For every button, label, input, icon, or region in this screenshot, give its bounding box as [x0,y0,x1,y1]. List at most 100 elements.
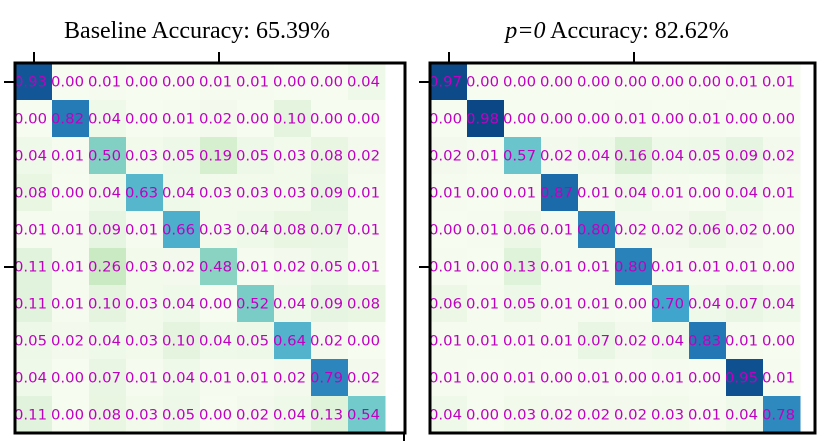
heatmap-cell [274,285,312,323]
heatmap-cell [348,63,386,101]
heatmap-cell-label: 0.02 [540,149,573,165]
heatmap-cell [52,174,90,212]
heatmap-cell-label: 0.04 [725,408,758,424]
heatmap-cell [89,359,127,397]
heatmap-cell-label: 0.08 [14,186,47,202]
heatmap-cell [52,137,90,175]
heatmap-cell [311,63,349,101]
heatmap-cell-label: 0.01 [125,223,158,239]
baseline-axes-frame [13,61,407,435]
heatmap-cell-label: 0.03 [125,408,158,424]
heatmap-cell-label: 0.03 [199,186,232,202]
heatmap-cell-label: 0.02 [577,408,610,424]
p0-title: p=0 Accuracy: 82.62% [503,18,728,44]
heatmap-cell-label: 0.00 [273,75,306,91]
heatmap-cell-label: 0.95 [725,371,758,387]
heatmap-cell [89,322,127,360]
heatmap-cell [504,322,542,360]
heatmap-cell-label: 0.00 [651,75,684,91]
heatmap-cell-label: 0.00 [429,223,462,239]
heatmap-cell-label: 0.01 [503,186,536,202]
heatmap-cell-label: 0.01 [14,223,47,239]
heatmap-cell [89,100,127,138]
heatmap-cell-label: 0.04 [162,186,195,202]
heatmap-cell-label: 0.00 [199,297,232,313]
heatmap-cell [467,174,505,212]
heatmap-cell-label: 0.00 [236,112,269,128]
heatmap-cell [311,248,349,286]
heatmap-cell [652,137,690,175]
heatmap-cell-label: 0.04 [162,371,195,387]
heatmap-cell [763,63,801,101]
heatmap-cell-label: 0.02 [429,149,462,165]
heatmap-cell-label: 0.02 [614,408,647,424]
heatmap-cell [763,174,801,212]
heatmap-cell-label: 0.01 [429,260,462,276]
heatmap-cell [126,322,164,360]
heatmap-cell-label: 0.00 [762,112,795,128]
heatmap-cell-label: 0.00 [762,223,795,239]
heatmap-cell [126,63,164,101]
heatmap-cell [163,285,201,323]
heatmap-cell-label: 0.00 [466,371,499,387]
heatmap-cell [430,211,468,249]
heatmap-cell [126,174,164,212]
baseline-panel: Baseline Accuracy: 65.39% 0.93 0.00 0.01 0.… [4,18,407,441]
heatmap-cell [430,137,468,175]
heatmap-cell [430,248,468,286]
heatmap-cell-label: 0.04 [429,408,462,424]
heatmap-cell-label: 0.00 [577,75,610,91]
heatmap-cell [541,137,579,175]
heatmap-cell [52,359,90,397]
heatmap-cell-label: 0.01 [762,371,795,387]
heatmap-cell-label: 0.01 [199,75,232,91]
heatmap-cell-label: 0.00 [162,75,195,91]
heatmap-cell [689,248,727,286]
heatmap-cell [652,359,690,397]
heatmap-cell [15,322,53,360]
heatmap-cell [504,396,542,433]
heatmap-cell [237,359,275,397]
heatmap-cell-label: 0.00 [51,75,84,91]
heatmap-cell-label: 0.03 [125,297,158,313]
heatmap-cell [652,285,690,323]
p0-axes-frame [428,61,817,435]
heatmap-cell [504,63,542,101]
heatmap-cell [311,322,349,360]
heatmap-cell-label: 0.03 [236,186,269,202]
heatmap-cell-label: 0.11 [14,297,47,313]
heatmap-cell-label: 0.00 [614,75,647,91]
heatmap-cell [348,248,386,286]
heatmap-cell-label: 0.19 [199,149,232,165]
heatmap-cell-label: 0.82 [51,112,84,128]
heatmap-cell [126,248,164,286]
heatmap-cell [504,211,542,249]
heatmap-cell [689,285,727,323]
heatmap-cell [274,248,312,286]
heatmap-cell [578,359,616,397]
heatmap-cell [15,137,53,175]
heatmap-cell [200,174,238,212]
heatmap-cell [578,285,616,323]
heatmap-cell-label: 0.01 [762,186,795,202]
heatmap-cell [689,359,727,397]
heatmap-cell-label: 0.00 [688,186,721,202]
heatmap-cell-label: 0.04 [88,112,121,128]
heatmap-cell-label: 0.00 [347,112,380,128]
heatmap-cell [726,137,764,175]
heatmap-cell-label: 0.01 [540,260,573,276]
heatmap-cell [541,359,579,397]
heatmap-cell-label: 0.00 [14,112,47,128]
heatmap-cell-label: 0.02 [725,223,758,239]
heatmap-cell [237,100,275,138]
heatmap-cell [89,248,127,286]
heatmap-cell-label: 0.70 [651,297,684,313]
heatmap-cell-label: 0.01 [51,297,84,313]
heatmap-cell [89,396,127,433]
heatmap-cell [348,285,386,323]
heatmap-cell-label: 0.04 [88,186,121,202]
heatmap-cell [763,322,801,360]
heatmap-cell [467,63,505,101]
heatmap-cell-label: 0.04 [688,297,721,313]
heatmap-cell [126,396,164,433]
